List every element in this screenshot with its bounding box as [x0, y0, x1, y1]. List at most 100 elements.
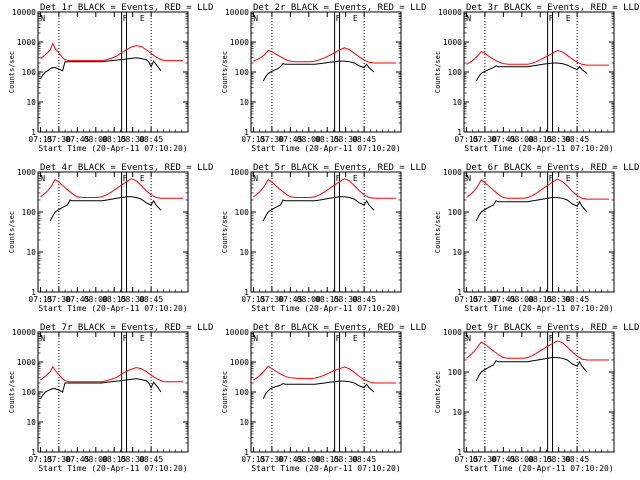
- series-events-black: [475, 62, 588, 82]
- x-tick-label: 08:00: [297, 295, 321, 304]
- y-axis-label: Counts/sec: [221, 211, 229, 253]
- y-tick-label: 1000: [443, 328, 462, 337]
- x-tick-label: 07:15: [454, 135, 478, 144]
- y-axis-label: Counts/sec: [8, 211, 16, 253]
- marker-label: N: [253, 174, 258, 183]
- x-tick-label: 08:30: [547, 455, 571, 464]
- marker-label: F: [123, 14, 128, 23]
- x-tick-label: 08:30: [334, 455, 358, 464]
- y-tick-label: 1000: [443, 168, 462, 177]
- marker-label: F: [549, 174, 554, 183]
- marker-label: N: [466, 174, 471, 183]
- marker-label: F: [123, 174, 128, 183]
- y-tick-label: 10: [239, 248, 249, 257]
- plot-frame: [250, 331, 402, 453]
- x-axis-label: Start Time (20-Apr-11 07:10:20): [251, 144, 400, 153]
- x-tick-label: 07:15: [241, 295, 265, 304]
- y-tick-label: 100: [22, 208, 37, 217]
- x-tick-label: 08:45: [565, 455, 589, 464]
- y-tick-label: 100: [235, 208, 250, 217]
- x-tick-label: 07:15: [241, 135, 265, 144]
- plot-frame: [463, 11, 615, 133]
- y-tick-label: 1: [244, 448, 249, 457]
- panel-det-7: Det 7r BLACK = Events, RED = LLD 1 10 100 10…: [8, 323, 213, 473]
- panel-title: Det 4r BLACK = Events, RED = LLD: [40, 163, 213, 173]
- y-tick-label: 10000: [12, 8, 36, 17]
- x-axis-label: Start Time (20-Apr-11 07:10:20): [38, 144, 187, 153]
- y-tick-label: 1000: [230, 168, 249, 177]
- marker-label: E: [140, 14, 145, 23]
- marker-label: N: [253, 334, 258, 343]
- y-tick-label: 10000: [438, 8, 462, 17]
- x-tick-label: 07:30: [260, 295, 284, 304]
- series-lld-red: [253, 365, 397, 384]
- panel-title: Det 9r BLACK = Events, RED = LLD: [466, 323, 639, 333]
- series-events-black: [40, 378, 162, 399]
- panel-det-2: Det 2r BLACK = Events, RED = LLD 1 10 100 10…: [221, 3, 426, 153]
- x-tick-label: 08:30: [121, 455, 145, 464]
- panel-title: Det 2r BLACK = Events, RED = LLD: [253, 3, 426, 13]
- y-tick-label: 10: [239, 418, 249, 427]
- x-tick-label: 07:15: [241, 455, 265, 464]
- y-tick-label: 1000: [17, 168, 36, 177]
- x-tick-label: 08:45: [352, 295, 376, 304]
- plot-frame: [37, 331, 189, 453]
- series-lld-red: [253, 178, 397, 199]
- y-axis-label: Counts/sec: [221, 371, 229, 413]
- x-tick-label: 08:00: [510, 135, 534, 144]
- x-tick-label: 07:30: [473, 135, 497, 144]
- x-axis-label: Start Time (20-Apr-11 07:10:20): [251, 464, 400, 473]
- x-tick-label: 08:15: [315, 295, 339, 304]
- y-axis-label: Counts/sec: [434, 51, 442, 93]
- marker-label: E: [566, 334, 571, 343]
- panel-title: Det 5r BLACK = Events, RED = LLD: [253, 163, 426, 173]
- x-tick-label: 08:00: [84, 135, 108, 144]
- x-tick-label: 08:00: [297, 455, 321, 464]
- plot-frame: [37, 11, 189, 133]
- series-events-black: [475, 357, 588, 382]
- panel-title: Det 8r BLACK = Events, RED = LLD: [253, 323, 426, 333]
- y-tick-label: 1: [244, 128, 249, 137]
- x-tick-label: 08:00: [297, 135, 321, 144]
- x-tick-label: 08:00: [84, 455, 108, 464]
- panel-title: Det 1r BLACK = Events, RED = LLD: [40, 3, 213, 13]
- marker-label: F: [123, 334, 128, 343]
- y-axis-label: Counts/sec: [221, 51, 229, 93]
- series-lld-red: [40, 178, 184, 199]
- panel-title: Det 3r BLACK = Events, RED = LLD: [466, 3, 639, 13]
- plot-frame: [37, 171, 189, 293]
- x-axis-label: Start Time (20-Apr-11 07:10:20): [464, 144, 613, 153]
- marker-label: E: [353, 174, 358, 183]
- marker-label: F: [549, 14, 554, 23]
- plot-frame: [250, 171, 402, 293]
- y-tick-label: 100: [448, 208, 463, 217]
- x-tick-label: 08:30: [547, 135, 571, 144]
- marker-label: N: [40, 14, 45, 23]
- y-tick-label: 10: [26, 418, 36, 427]
- plot-frame: [463, 331, 615, 453]
- y-tick-label: 1000: [443, 38, 462, 47]
- x-tick-label: 07:45: [65, 295, 89, 304]
- x-tick-label: 07:45: [278, 135, 302, 144]
- marker-label: N: [40, 174, 45, 183]
- x-tick-label: 08:15: [315, 455, 339, 464]
- panel-det-3: Det 3r BLACK = Events, RED = LLD 1 10 100 10…: [434, 3, 639, 153]
- panel-title: Det 7r BLACK = Events, RED = LLD: [40, 323, 213, 333]
- y-axis-label: Counts/sec: [8, 371, 16, 413]
- x-tick-label: 07:15: [28, 295, 52, 304]
- y-tick-label: 10000: [225, 328, 249, 337]
- y-tick-label: 1000: [17, 38, 36, 47]
- y-tick-label: 1000: [230, 358, 249, 367]
- x-tick-label: 07:30: [473, 295, 497, 304]
- x-tick-label: 07:45: [491, 295, 515, 304]
- y-tick-label: 1000: [17, 358, 36, 367]
- y-axis-label: Counts/sec: [434, 371, 442, 413]
- y-tick-label: 1: [457, 448, 462, 457]
- marker-label: F: [336, 334, 341, 343]
- x-tick-label: 08:00: [510, 455, 534, 464]
- panel-det-8: Det 8r BLACK = Events, RED = LLD 1 10 100 10…: [221, 323, 426, 473]
- x-tick-label: 07:15: [28, 135, 52, 144]
- x-axis-label: Start Time (20-Apr-11 07:10:20): [251, 304, 400, 313]
- y-tick-label: 100: [235, 388, 250, 397]
- series-lld-red: [40, 365, 184, 383]
